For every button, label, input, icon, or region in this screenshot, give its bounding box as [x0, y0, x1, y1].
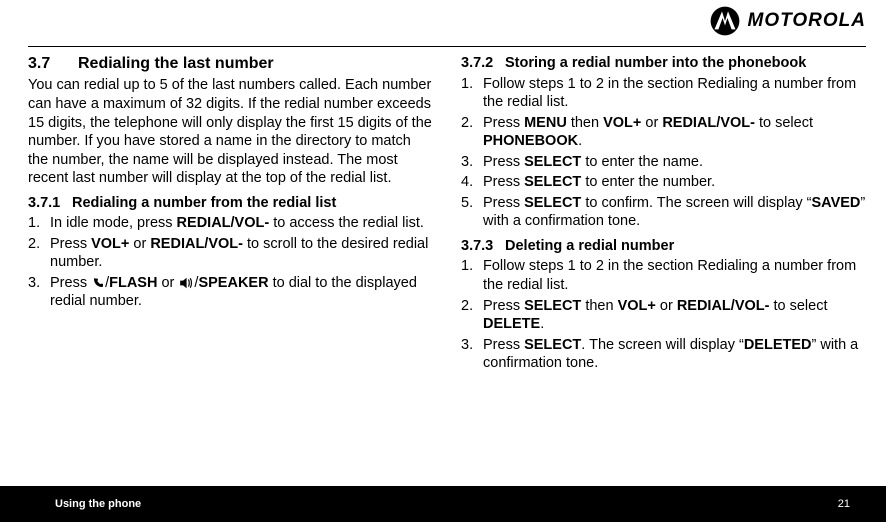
intro-paragraph: You can redial up to 5 of the last numbe…	[28, 76, 433, 187]
steps-list: 1.In idle mode, press REDIAL/VOL- to acc…	[28, 214, 433, 311]
list-item: 3.Press SELECT to enter the name.	[461, 153, 866, 172]
list-item: 3.Press /FLASH or /SPEAKER to dial to th…	[28, 274, 433, 311]
subsection-title: Redialing a number from the redial list	[72, 195, 336, 211]
page-number: 21	[838, 498, 850, 510]
subsection-heading: 3.7.3Deleting a redial number	[461, 237, 866, 256]
section-heading: 3.7Redialing the last number	[28, 54, 433, 74]
manual-page: MOTOROLA 3.7Redialing the last number Yo…	[0, 0, 886, 486]
left-column: 3.7Redialing the last number You can red…	[28, 54, 447, 446]
steps-list: 1.Follow steps 1 to 2 in the section Red…	[461, 75, 866, 231]
list-item: 1.Follow steps 1 to 2 in the section Red…	[461, 257, 866, 294]
content-columns: 3.7Redialing the last number You can red…	[28, 54, 866, 446]
section-number: 3.7	[28, 54, 78, 74]
subsection-number: 3.7.1	[28, 194, 72, 213]
list-item: 5.Press SELECT to confirm. The screen wi…	[461, 194, 866, 231]
list-item: 1.Follow steps 1 to 2 in the section Red…	[461, 75, 866, 112]
brand-logo: MOTOROLA	[710, 6, 866, 36]
footer-section: Using the phone	[55, 498, 141, 510]
list-item: 2.Press MENU then VOL+ or REDIAL/VOL- to…	[461, 114, 866, 151]
list-item: 2.Press SELECT then VOL+ or REDIAL/VOL- …	[461, 297, 866, 334]
brand-text: MOTOROLA	[748, 10, 866, 32]
header-divider	[28, 46, 866, 47]
motorola-icon	[710, 6, 740, 36]
subsection-heading: 3.7.2Storing a redial number into the ph…	[461, 54, 866, 73]
subsection-title: Storing a redial number into the phonebo…	[505, 55, 806, 71]
speaker-icon	[179, 277, 193, 289]
subsection-number: 3.7.3	[461, 237, 505, 256]
page-footer: Using the phone 21	[0, 486, 886, 522]
list-item: 3.Press SELECT. The screen will display …	[461, 336, 866, 373]
list-item: 4.Press SELECT to enter the number.	[461, 173, 866, 192]
subsection-title: Deleting a redial number	[505, 238, 674, 254]
list-item: 2.Press VOL+ or REDIAL/VOL- to scroll to…	[28, 235, 433, 272]
section-title: Redialing the last number	[78, 55, 274, 72]
steps-list: 1.Follow steps 1 to 2 in the section Red…	[461, 257, 866, 372]
subsection-heading: 3.7.1Redialing a number from the redial …	[28, 194, 433, 213]
subsection-number: 3.7.2	[461, 54, 505, 73]
phone-icon	[92, 277, 104, 289]
right-column: 3.7.2Storing a redial number into the ph…	[447, 54, 866, 446]
list-item: 1.In idle mode, press REDIAL/VOL- to acc…	[28, 214, 433, 233]
